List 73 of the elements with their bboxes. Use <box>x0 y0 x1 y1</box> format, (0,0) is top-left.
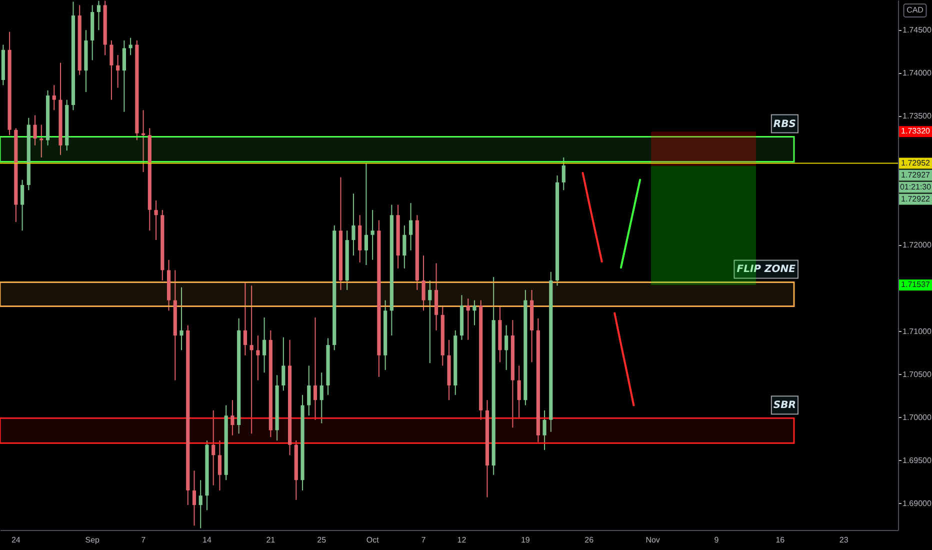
band-label: SBR <box>773 400 796 412</box>
annotation: 1.71537 <box>901 280 931 290</box>
y-tick-label: 1.70500 <box>902 370 932 379</box>
x-tick-label: 26 <box>584 536 594 544</box>
candlestick <box>20 179 24 232</box>
candlestick <box>122 40 126 112</box>
candlestick <box>180 286 184 351</box>
line-series <box>582 172 603 263</box>
candlestick <box>192 470 196 526</box>
candlestick <box>472 300 476 326</box>
candlestick <box>52 84 56 111</box>
x-tick-label: Oct <box>366 536 380 544</box>
band-label: RBS <box>773 118 796 130</box>
candlestick <box>212 410 216 486</box>
line-series <box>614 312 635 406</box>
y-tick-label: 1.71000 <box>902 326 932 336</box>
candlestick <box>282 336 286 392</box>
y-tick-label: 1.69500 <box>902 456 932 465</box>
x-tick-label: 7 <box>421 536 426 544</box>
x-tick-label: 14 <box>202 536 212 544</box>
x-tick-label: 7 <box>141 536 146 544</box>
candlestick <box>313 316 318 420</box>
x-tick-label: 19 <box>520 536 530 544</box>
x-tick-label: Sep <box>85 536 100 544</box>
y-tick-label: 1.72000 <box>902 240 932 250</box>
candlestick <box>198 480 202 529</box>
candlestick <box>96 0 101 31</box>
candlestick <box>517 365 521 419</box>
band-label: FLIP ZONE <box>736 264 796 276</box>
x-tick-label: 23 <box>839 536 849 544</box>
text: 1.72922 <box>901 194 931 204</box>
candlestick <box>408 202 413 251</box>
candlestick <box>154 200 158 241</box>
candlestick <box>504 324 508 370</box>
candlestick <box>33 114 37 146</box>
candlestick <box>370 209 374 260</box>
candlestick <box>428 280 432 364</box>
candlestick <box>116 54 120 88</box>
text: 1.72927 <box>901 170 931 180</box>
candlestick <box>243 282 247 356</box>
y-tick-label: 1.74500 <box>902 26 932 35</box>
candlestick <box>230 400 234 436</box>
x-tick-label: 16 <box>776 536 786 544</box>
candlestick <box>320 372 324 424</box>
candlestick <box>128 37 132 56</box>
candlestick <box>307 365 311 416</box>
text: 01:21:30 <box>900 182 932 192</box>
candlestick <box>256 335 260 381</box>
candlestick <box>364 162 368 266</box>
y-tick-label: 1.70000 <box>902 412 932 422</box>
y-tick-label: 1.73500 <box>902 112 932 121</box>
candlestick <box>542 410 546 450</box>
x-tick-label: 25 <box>317 536 327 544</box>
x-tick-label: 21 <box>266 536 276 544</box>
candlestick <box>110 40 114 100</box>
x-tick-label: 24 <box>11 536 21 544</box>
candlestick <box>466 298 470 340</box>
y-tick-label: 1.69000 <box>902 498 932 508</box>
y-axis-title: CAD <box>906 6 924 14</box>
candlestick <box>352 193 356 256</box>
candlestick <box>562 156 566 191</box>
line-series <box>620 178 642 269</box>
candlestick <box>218 440 222 491</box>
candlestick <box>422 255 426 312</box>
candlestick <box>402 224 406 269</box>
x-tick-label: 12 <box>457 536 467 544</box>
y-tick-label: 1.74000 <box>902 68 932 78</box>
ref-line-label: 1.72952 <box>901 158 931 168</box>
candlestick <box>250 285 254 434</box>
x-tick-label: Nov <box>646 536 660 544</box>
x-tick-label: 9 <box>714 536 720 544</box>
candlestick <box>262 316 266 374</box>
annotation: 1.73320 <box>901 126 931 136</box>
